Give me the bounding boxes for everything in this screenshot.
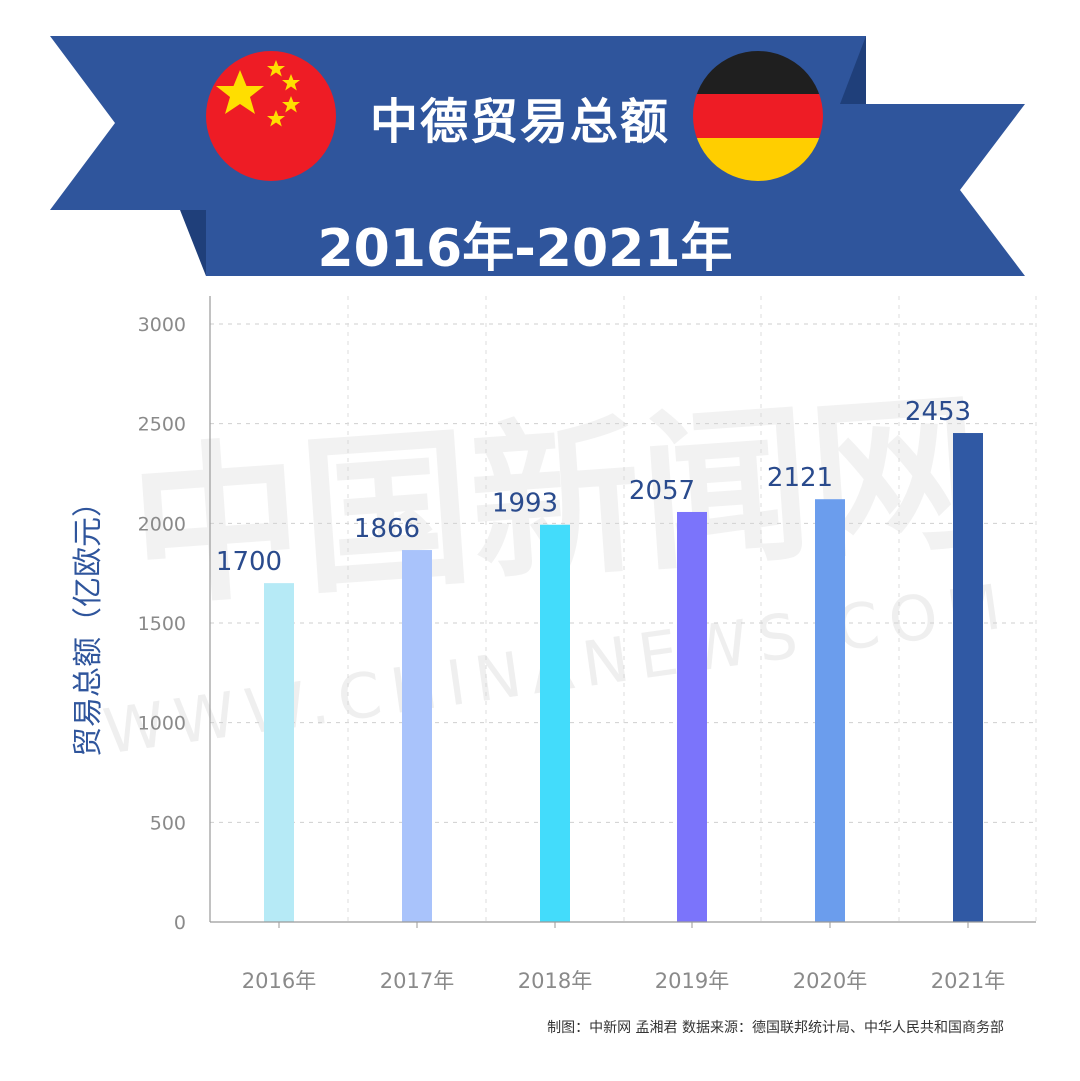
data-label: 1866	[354, 514, 420, 544]
china-flag-icon	[206, 51, 336, 181]
banner	[50, 36, 1025, 276]
bar	[264, 583, 294, 922]
y-tick-label: 500	[150, 812, 186, 834]
x-tick-label: 2018年	[518, 969, 592, 993]
banner-subtitle: 2016年-2021年	[317, 219, 733, 279]
x-tick-label: 2020年	[793, 969, 867, 993]
y-tick-label: 2500	[138, 414, 186, 436]
y-axis-label: 贸易总额（亿欧元）	[71, 487, 106, 757]
y-tick-label: 0	[174, 912, 186, 934]
y-tick-label: 3000	[138, 314, 186, 336]
bar	[402, 550, 432, 922]
china-flag-small-star	[267, 60, 285, 77]
banner-fold	[840, 36, 866, 104]
data-label: 2121	[767, 463, 833, 493]
bar	[815, 499, 845, 922]
x-tick-label: 2021年	[931, 969, 1005, 993]
source-note: 制图：中新网 孟湘君 数据来源：德国联邦统计局、中华人民共和国商务部	[547, 1020, 1004, 1036]
china-flag-small-star	[282, 96, 300, 113]
bar	[953, 433, 983, 922]
banner-title: 中德贸易总额	[369, 94, 670, 150]
bar	[677, 511, 707, 922]
y-tick-label: 1500	[138, 613, 186, 635]
china-flag-small-star	[282, 74, 300, 91]
y-tick-label: 1000	[138, 713, 186, 735]
y-tick-label: 2000	[138, 513, 186, 535]
x-tick-label: 2019年	[655, 969, 729, 993]
data-label: 1993	[492, 489, 558, 519]
x-tick-label: 2017年	[380, 969, 454, 993]
bar	[540, 524, 570, 922]
data-label: 2057	[629, 476, 695, 506]
data-label: 1700	[216, 547, 282, 577]
china-flag-small-star	[267, 110, 285, 127]
x-tick-label: 2016年	[242, 969, 316, 993]
banner-fold-left	[180, 210, 206, 276]
data-label: 2453	[905, 397, 971, 427]
china-flag-big-star	[216, 70, 264, 114]
